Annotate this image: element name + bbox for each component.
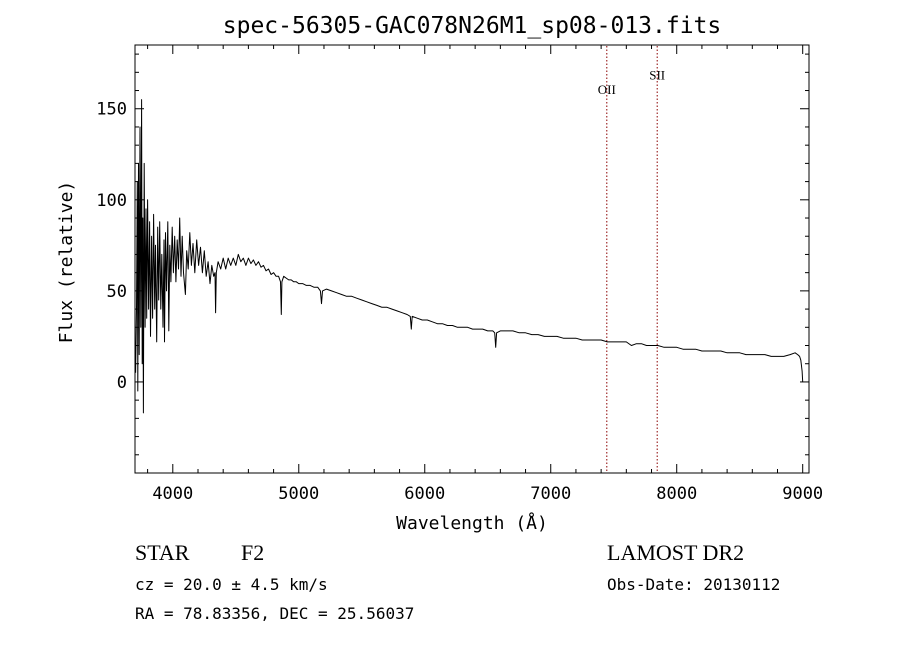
spectrum-line bbox=[135, 99, 804, 414]
x-tick-label: 8000 bbox=[656, 484, 697, 504]
x-tick-label: 9000 bbox=[782, 484, 823, 504]
y-tick-label: 150 bbox=[96, 100, 127, 120]
object-type: STAR bbox=[135, 540, 190, 565]
plot-frame bbox=[134, 44, 810, 474]
line-annotations: OII SII bbox=[598, 46, 665, 472]
chart-title: spec-56305-GAC078N26M1_sp08-013.fits bbox=[223, 13, 722, 39]
survey-name: LAMOST DR2 bbox=[607, 540, 744, 565]
x-tick-label: 4000 bbox=[152, 484, 193, 504]
obs-date: Obs-Date: 20130112 bbox=[607, 575, 780, 594]
series-layer bbox=[135, 99, 804, 414]
annotation-label: OII bbox=[598, 82, 616, 97]
axis-ticks: 4000 5000 6000 7000 8000 9000 0 50 100 150 bbox=[96, 45, 823, 504]
y-tick-label: 50 bbox=[107, 282, 127, 302]
spectral-subclass: F2 bbox=[241, 540, 264, 565]
x-tick-label: 7000 bbox=[530, 484, 571, 504]
y-axis-label: Flux (relative) bbox=[56, 181, 77, 344]
coordinates: RA = 78.83356, DEC = 25.56037 bbox=[135, 604, 414, 623]
x-tick-label: 6000 bbox=[404, 484, 445, 504]
redshift-info: cz = 20.0 ± 4.5 km/s bbox=[135, 575, 328, 594]
x-tick-label: 5000 bbox=[278, 484, 319, 504]
y-tick-label: 0 bbox=[117, 373, 127, 393]
annotation-label: SII bbox=[649, 68, 665, 83]
x-axis-label: Wavelength (Å) bbox=[396, 512, 548, 534]
y-tick-label: 100 bbox=[96, 191, 127, 211]
